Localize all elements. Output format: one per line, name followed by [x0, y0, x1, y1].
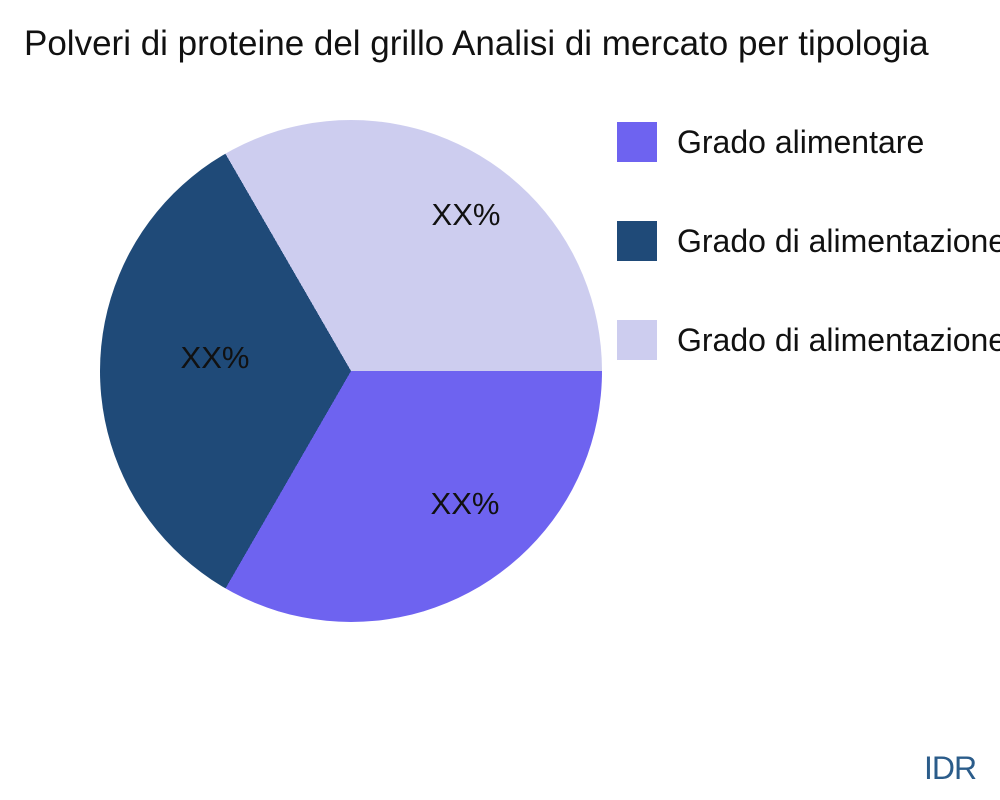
legend-swatch-icon — [617, 320, 657, 360]
watermark: IDR — [924, 750, 977, 786]
pie-slice-label-food-grade: XX% — [430, 486, 500, 521]
pie-slice-label-feed-grade-dark: XX% — [180, 340, 250, 375]
pie-chart[interactable]: XX% XX% XX% — [100, 120, 602, 622]
legend-item-label: Grado di alimentazione — [677, 321, 1000, 358]
legend: Grado alimentare Grado di alimentazione … — [617, 122, 1000, 360]
legend-swatch-icon — [617, 221, 657, 261]
legend-swatch-icon — [617, 122, 657, 162]
legend-item-label: Grado di alimentazione — [677, 222, 1000, 259]
legend-item-feed-grade-light[interactable]: Grado di alimentazione — [617, 320, 1000, 360]
legend-item-label: Grado alimentare — [677, 123, 925, 160]
pie-slice-label-feed-grade-light: XX% — [431, 197, 501, 232]
legend-item-feed-grade-dark[interactable]: Grado di alimentazione — [617, 221, 1000, 261]
page-title: Polveri di proteine del grillo Analisi d… — [24, 24, 929, 63]
legend-item-food-grade[interactable]: Grado alimentare — [617, 122, 1000, 162]
